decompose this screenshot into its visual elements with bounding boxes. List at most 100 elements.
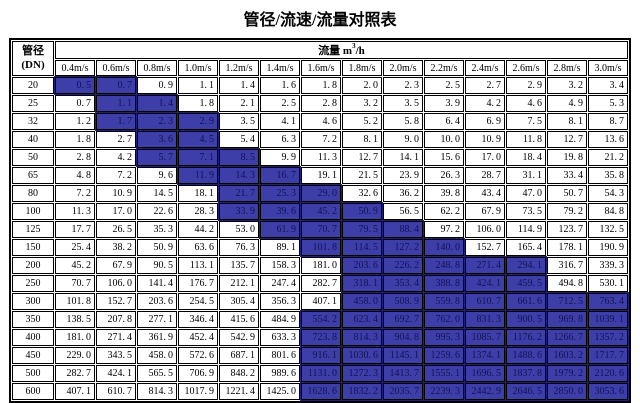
flow-value-cell: 763. 4 bbox=[587, 292, 629, 311]
flow-value-cell: 3. 2 bbox=[342, 95, 382, 112]
flow-value-cell: 1603. 2 bbox=[546, 346, 588, 365]
flow-value-cell: 203. 6 bbox=[341, 256, 383, 275]
flow-value-cell: 10. 9 bbox=[96, 185, 136, 202]
table-row-dn-80: 80 7. 2 10. 9 14. 5 18. 1 21. 7 25. 3 29. 0 32. … bbox=[12, 184, 628, 203]
flow-value-cell: 484. 9 bbox=[260, 311, 300, 328]
page-title: 管径/流速/流量对照表 bbox=[243, 12, 397, 29]
flow-value-cell: 271. 4 bbox=[96, 329, 136, 346]
velocity-header: 1.2m/s bbox=[219, 60, 259, 76]
flow-value-cell: 494. 8 bbox=[547, 275, 587, 292]
flow-value-cell: 904. 8 bbox=[382, 328, 424, 347]
flow-value-cell: 165. 4 bbox=[506, 239, 546, 256]
flow-value-cell: 1131. 0 bbox=[300, 364, 342, 383]
flow-value-cell: 35. 8 bbox=[588, 167, 628, 184]
flow-value-cell: 762. 0 bbox=[423, 310, 465, 329]
velocity-header: 0.6m/s bbox=[96, 60, 136, 76]
table-row-dn-25: 25 0. 7 1. 1 1. 4 1. 8 2. 1 2. 5 2. 8 3. 2 3. 5 3.… bbox=[12, 94, 628, 113]
flow-value-cell: 67. 9 bbox=[96, 257, 136, 274]
flow-value-cell: 25. 4 bbox=[55, 239, 95, 256]
flow-value-cell: 1. 7 bbox=[95, 112, 137, 131]
flow-value-cell: 271. 4 bbox=[464, 256, 506, 275]
flow-value-cell: 3053. 6 bbox=[587, 382, 629, 401]
flow-value-cell: 56. 5 bbox=[383, 203, 423, 220]
flow-value-cell: 207. 8 bbox=[96, 311, 136, 328]
flow-value-cell: 26. 5 bbox=[96, 221, 136, 238]
flow-value-cell: 33. 9 bbox=[218, 202, 260, 221]
flow-value-cell: 1176. 2 bbox=[505, 328, 547, 347]
flow-value-cell: 2120. 6 bbox=[587, 364, 629, 383]
velocity-header: 1.8m/s bbox=[342, 60, 382, 76]
flow-value-cell: 2035. 7 bbox=[382, 382, 424, 401]
header-row-units: 管径 (DN) 流量 m3/h bbox=[12, 41, 628, 76]
flow-value-cell: 1832. 2 bbox=[341, 382, 383, 401]
table-row-dn-20: 20 0. 5 0. 7 0. 9 1. 1 1. 4 1. 6 1. 8 2. 0 2. 3 2.… bbox=[12, 76, 628, 95]
flow-value-cell: 554. 2 bbox=[300, 310, 342, 329]
flow-value-cell: 1979. 2 bbox=[546, 364, 588, 383]
flow-value-cell: 1357. 2 bbox=[587, 328, 629, 347]
flow-value-cell: 63. 6 bbox=[178, 239, 218, 256]
flow-value-cell: 6. 9 bbox=[465, 113, 505, 130]
pipe-flow-table: 管径 (DN) 流量 m3/h 0.4m/s 0.6m/s 0.8m/s 1.0m/s 1.2… bbox=[9, 38, 631, 403]
flow-value-cell: 1039. 1 bbox=[587, 310, 629, 329]
flow-value-cell: 1696. 5 bbox=[464, 364, 506, 383]
corner-header-pipe-diameter: 管径 (DN) bbox=[12, 41, 54, 76]
flow-value-cell: 1017. 9 bbox=[178, 383, 218, 400]
flow-value-cell: 11. 3 bbox=[55, 203, 95, 220]
flow-value-cell: 21. 7 bbox=[218, 184, 260, 203]
flow-value-cell: 152. 7 bbox=[96, 293, 136, 310]
dn-cell: 400 bbox=[12, 329, 54, 346]
flow-value-cell: 407. 1 bbox=[55, 383, 95, 400]
flow-value-cell: 25. 3 bbox=[259, 184, 301, 203]
dn-cell: 600 bbox=[12, 383, 54, 400]
flow-value-cell: 26. 3 bbox=[424, 167, 464, 184]
velocity-header: 0.8m/s bbox=[137, 60, 177, 76]
flow-value-cell: 4. 9 bbox=[547, 95, 587, 112]
flow-value-cell: 712. 5 bbox=[546, 292, 588, 311]
flow-value-cell: 106. 0 bbox=[96, 275, 136, 292]
table-head: 管径 (DN) 流量 m3/h 0.4m/s 0.6m/s 0.8m/s 1.0m/s 1.2… bbox=[12, 41, 628, 76]
flow-value-cell: 79. 2 bbox=[547, 203, 587, 220]
velocity-header: 1.0m/s bbox=[178, 60, 218, 76]
flow-value-cell: 2. 5 bbox=[260, 95, 300, 112]
velocity-header: 1.6m/s bbox=[301, 60, 341, 76]
flow-header-prefix: 流量 m bbox=[318, 45, 353, 57]
flow-value-cell: 4. 5 bbox=[177, 130, 219, 149]
flow-value-cell: 176. 7 bbox=[178, 275, 218, 292]
flow-value-cell: 181. 0 bbox=[55, 329, 95, 346]
flow-value-cell: 687. 1 bbox=[219, 347, 259, 364]
flow-value-cell: 9. 6 bbox=[137, 167, 177, 184]
flow-value-cell: 2850. 0 bbox=[546, 382, 588, 401]
flow-value-cell: 452. 4 bbox=[178, 329, 218, 346]
flow-value-cell: 424. 1 bbox=[464, 274, 506, 293]
flow-value-cell: 1374. 1 bbox=[464, 346, 506, 365]
flow-value-cell: 141. 4 bbox=[137, 275, 177, 292]
flow-value-cell: 89. 1 bbox=[260, 239, 300, 256]
flow-value-cell: 572. 6 bbox=[178, 347, 218, 364]
flow-value-cell: 2. 3 bbox=[383, 77, 423, 94]
flow-value-cell: 248. 8 bbox=[423, 256, 465, 275]
flow-value-cell: 415. 6 bbox=[219, 311, 259, 328]
flow-value-cell: 692. 7 bbox=[382, 310, 424, 329]
flow-value-cell: 23. 9 bbox=[383, 167, 423, 184]
flow-value-cell: 316. 7 bbox=[547, 257, 587, 274]
flow-value-cell: 424. 1 bbox=[96, 365, 136, 382]
flow-value-cell: 343. 5 bbox=[96, 347, 136, 364]
dn-cell: 250 bbox=[12, 275, 54, 292]
flow-value-cell: 39. 8 bbox=[424, 185, 464, 202]
flow-value-cell: 1030. 6 bbox=[341, 346, 383, 365]
dn-cell: 350 bbox=[12, 311, 54, 328]
flow-value-cell: 318. 1 bbox=[341, 274, 383, 293]
flow-value-cell: 15. 6 bbox=[424, 149, 464, 166]
flow-value-cell: 67. 9 bbox=[465, 203, 505, 220]
flow-value-cell: 28. 7 bbox=[465, 167, 505, 184]
flow-value-cell: 178. 1 bbox=[547, 239, 587, 256]
dn-cell: 125 bbox=[12, 221, 54, 238]
flow-value-cell: 900. 5 bbox=[505, 310, 547, 329]
flow-value-cell: 7. 1 bbox=[177, 148, 219, 167]
flow-value-cell: 12. 7 bbox=[547, 131, 587, 148]
flow-value-cell: 226. 2 bbox=[382, 256, 424, 275]
flow-value-cell: 254. 5 bbox=[178, 293, 218, 310]
flow-value-cell: 2442. 9 bbox=[464, 382, 506, 401]
flow-value-cell: 8. 1 bbox=[342, 131, 382, 148]
